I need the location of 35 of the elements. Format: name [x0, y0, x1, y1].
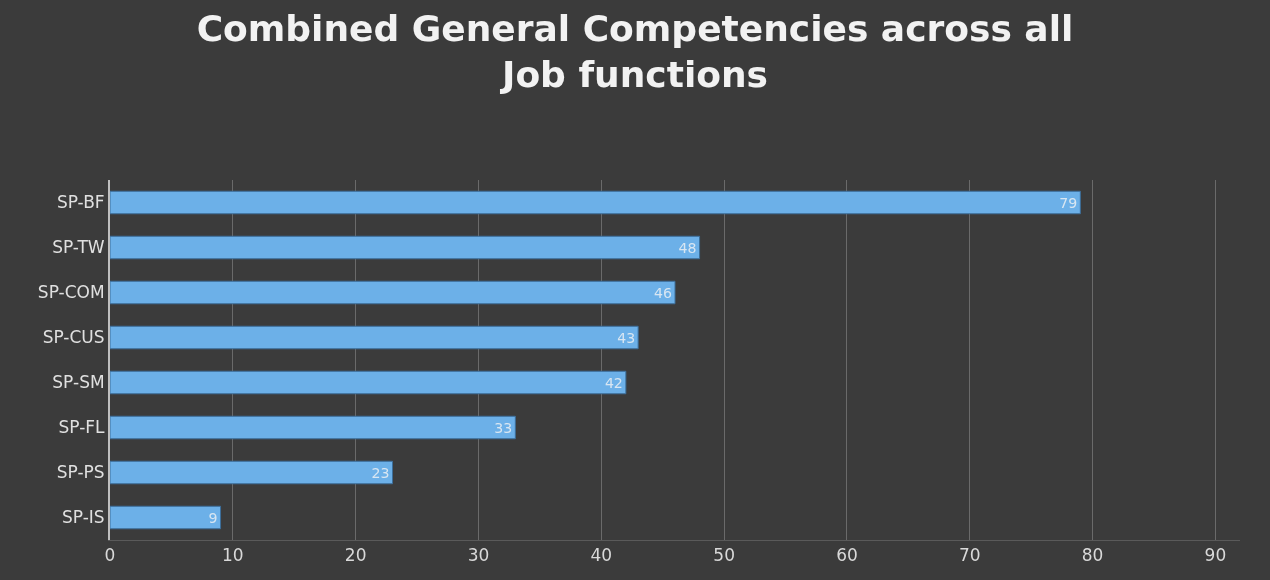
x-tick-label: 40: [590, 545, 613, 566]
data-label: 46: [654, 284, 672, 301]
x-tick-label: 10: [222, 545, 244, 566]
chart-title: Combined General Competencies across all Job functions: [196, 7, 1074, 96]
data-label: 23: [371, 464, 390, 481]
x-tick-label: 80: [1081, 545, 1104, 566]
bar: [110, 190, 1081, 215]
data-label: 42: [604, 374, 623, 391]
data-label: 9: [208, 509, 218, 526]
x-tick-label: 0: [104, 545, 116, 566]
bar: [110, 460, 393, 485]
y-tick-label: SP-BF: [56, 192, 105, 213]
bar: [110, 280, 676, 305]
x-tick-label: 30: [467, 545, 490, 566]
y-tick-label: SP-PS: [56, 462, 105, 483]
bar: [110, 325, 639, 350]
y-tick-label: SP-IS: [61, 507, 105, 528]
bar: [110, 235, 701, 260]
y-tick-label: SP-CUS: [42, 327, 105, 348]
y-tick-label: SP-FL: [58, 417, 106, 438]
data-label: 48: [678, 239, 697, 256]
x-tick-label: 50: [713, 545, 735, 566]
bar: [110, 370, 627, 395]
x-tick-label: 60: [836, 545, 858, 566]
data-label: 43: [617, 329, 636, 346]
x-tick-label: 70: [958, 545, 981, 566]
x-tick-label: 90: [1204, 545, 1227, 566]
data-label: 33: [494, 419, 513, 436]
y-tick-label: SP-TW: [52, 237, 105, 258]
bar: [110, 505, 222, 530]
y-tick-label: SP-COM: [37, 282, 105, 303]
x-tick-label: 20: [344, 545, 367, 566]
bar: [110, 415, 516, 440]
data-label: 79: [1059, 194, 1078, 211]
y-tick-label: SP-SM: [52, 372, 105, 393]
